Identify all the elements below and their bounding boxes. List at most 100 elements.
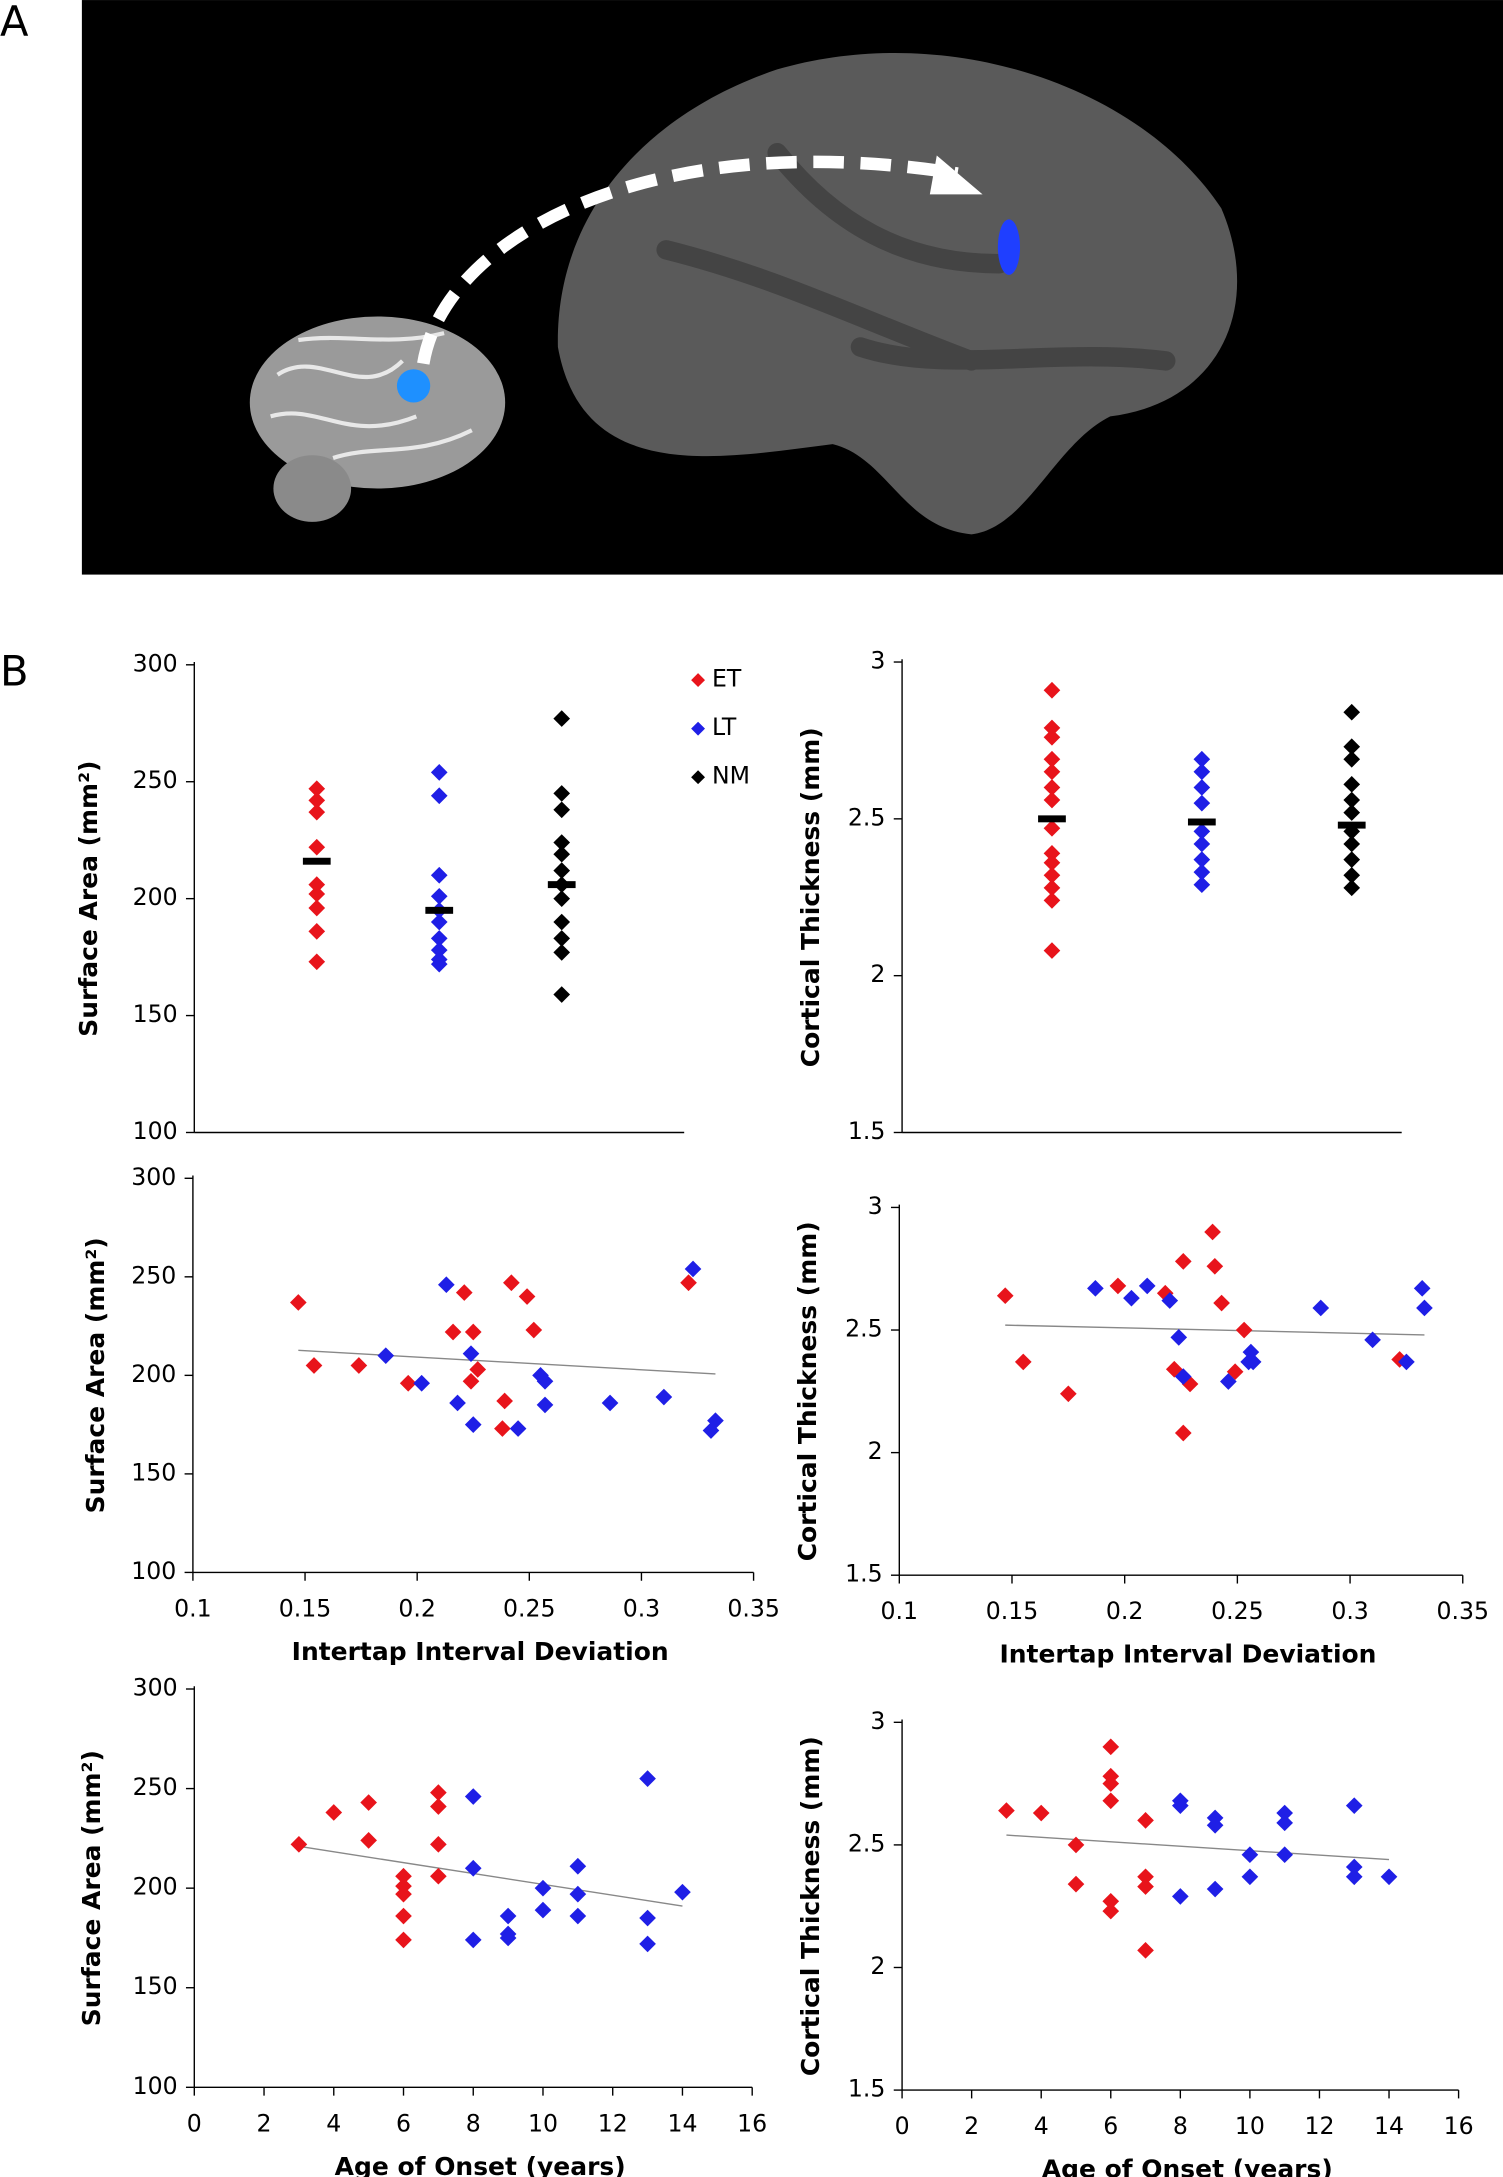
chart: 1.5 2 2.5 3 Cortical Thickness (mm) 0.1 0.15 0.…: [793, 1192, 1489, 1669]
point: [462, 1345, 480, 1363]
point: [569, 1857, 587, 1875]
point: [1102, 1775, 1120, 1792]
point: [525, 1321, 543, 1339]
y-tick-label: 2: [868, 1437, 883, 1465]
point: [430, 1867, 447, 1885]
point: [430, 764, 448, 781]
point: [1137, 1812, 1154, 1829]
point: [1174, 1368, 1192, 1385]
point: [553, 785, 571, 802]
chart: 100 150 200 250 300 Surface Area (mm²) 0 2 4 6 8 10…: [77, 1674, 767, 2177]
point: [430, 955, 448, 973]
point: [377, 1347, 395, 1364]
y-tick-label: 1.5: [845, 1560, 882, 1588]
y-tick-label: 100: [133, 2072, 178, 2100]
point: [1380, 1868, 1398, 1886]
point: [553, 710, 571, 727]
y-tick-label: 3: [868, 1192, 883, 1220]
point: [1240, 1353, 1257, 1371]
point: [684, 1260, 702, 1278]
point: [553, 913, 571, 931]
point: [1161, 1292, 1179, 1309]
y-tick-label: 250: [131, 1261, 176, 1289]
panel-label: A: [0, 0, 29, 46]
point: [1102, 1902, 1120, 1920]
point: [438, 1276, 455, 1294]
point: [1343, 776, 1361, 793]
x-tick-label: 0.25: [503, 1594, 556, 1622]
point: [702, 1422, 720, 1439]
point: [553, 834, 571, 851]
point: [308, 803, 326, 821]
point: [1123, 1289, 1140, 1307]
point: [639, 1770, 656, 1787]
point: [553, 862, 571, 879]
point: [1043, 750, 1061, 768]
trendline: [298, 1349, 716, 1375]
x-tick-label: 0.35: [1437, 1597, 1490, 1625]
panel-label: B: [0, 647, 29, 696]
point: [1193, 763, 1211, 781]
y-tick-label: 2.5: [848, 1829, 886, 1857]
mean-bar: [547, 881, 576, 889]
y-tick-label: 2.5: [848, 803, 886, 831]
point: [360, 1832, 377, 1849]
y-tick-label: 200: [131, 1360, 176, 1388]
point: [1343, 791, 1361, 809]
y-tick-label: 1.5: [848, 1117, 886, 1145]
point: [1343, 703, 1361, 721]
trendline: [1006, 1834, 1390, 1861]
point: [1043, 854, 1061, 872]
y-tick-label: 1.5: [848, 2075, 886, 2103]
point: [430, 787, 448, 805]
y-axis-label: Cortical Thickness (mm): [793, 1221, 822, 1561]
x-tick-label: 0.2: [398, 1594, 436, 1622]
point: [1014, 1353, 1032, 1371]
chart: 1.5 2 2.5 3 Cortical Thickness (mm) 0 2 4 6 8 10 12…: [796, 1707, 1474, 2177]
point: [1043, 866, 1061, 884]
y-tick-label: 200: [133, 883, 178, 911]
point: [1109, 1277, 1127, 1295]
point: [553, 890, 571, 907]
point: [536, 1372, 554, 1390]
point: [1206, 1257, 1224, 1275]
point: [360, 1794, 377, 1811]
x-tick-label: 8: [466, 2109, 481, 2137]
mean-bar: [1187, 818, 1216, 826]
point: [534, 1879, 552, 1897]
x-tick-label: 6: [1103, 2112, 1118, 2140]
point: [350, 1357, 368, 1374]
point: [534, 1901, 552, 1919]
x-tick-label: 0.1: [174, 1594, 212, 1622]
point: [1343, 835, 1361, 853]
y-tick-label: 250: [133, 1773, 178, 1801]
point: [1102, 1738, 1120, 1756]
point: [1193, 835, 1211, 853]
point: [430, 1798, 447, 1815]
point: [499, 1907, 517, 1925]
point: [553, 930, 571, 947]
point: [430, 1784, 447, 1801]
x-tick-label: 14: [1374, 2112, 1404, 2140]
point: [469, 1361, 487, 1378]
point: [1193, 779, 1211, 796]
x-tick-label: 14: [667, 2109, 697, 2137]
point: [1043, 763, 1061, 781]
point: [1043, 728, 1061, 746]
point: [1193, 823, 1211, 840]
x-tick-label: 2: [257, 2109, 272, 2137]
y-axis-label: Cortical Thickness (mm): [796, 1736, 825, 2076]
point: [430, 913, 448, 931]
legend-label: LT: [712, 713, 737, 741]
y-tick-label: 100: [131, 1557, 176, 1585]
point: [1032, 1804, 1050, 1822]
point: [430, 930, 448, 947]
point: [1193, 851, 1211, 868]
x-tick-label: 0: [895, 2112, 910, 2140]
point: [464, 1323, 482, 1341]
y-tick-label: 3: [870, 1707, 885, 1735]
point: [496, 1392, 513, 1410]
point: [1213, 1294, 1230, 1312]
trendline: [1005, 1324, 1425, 1336]
point: [1312, 1299, 1330, 1317]
